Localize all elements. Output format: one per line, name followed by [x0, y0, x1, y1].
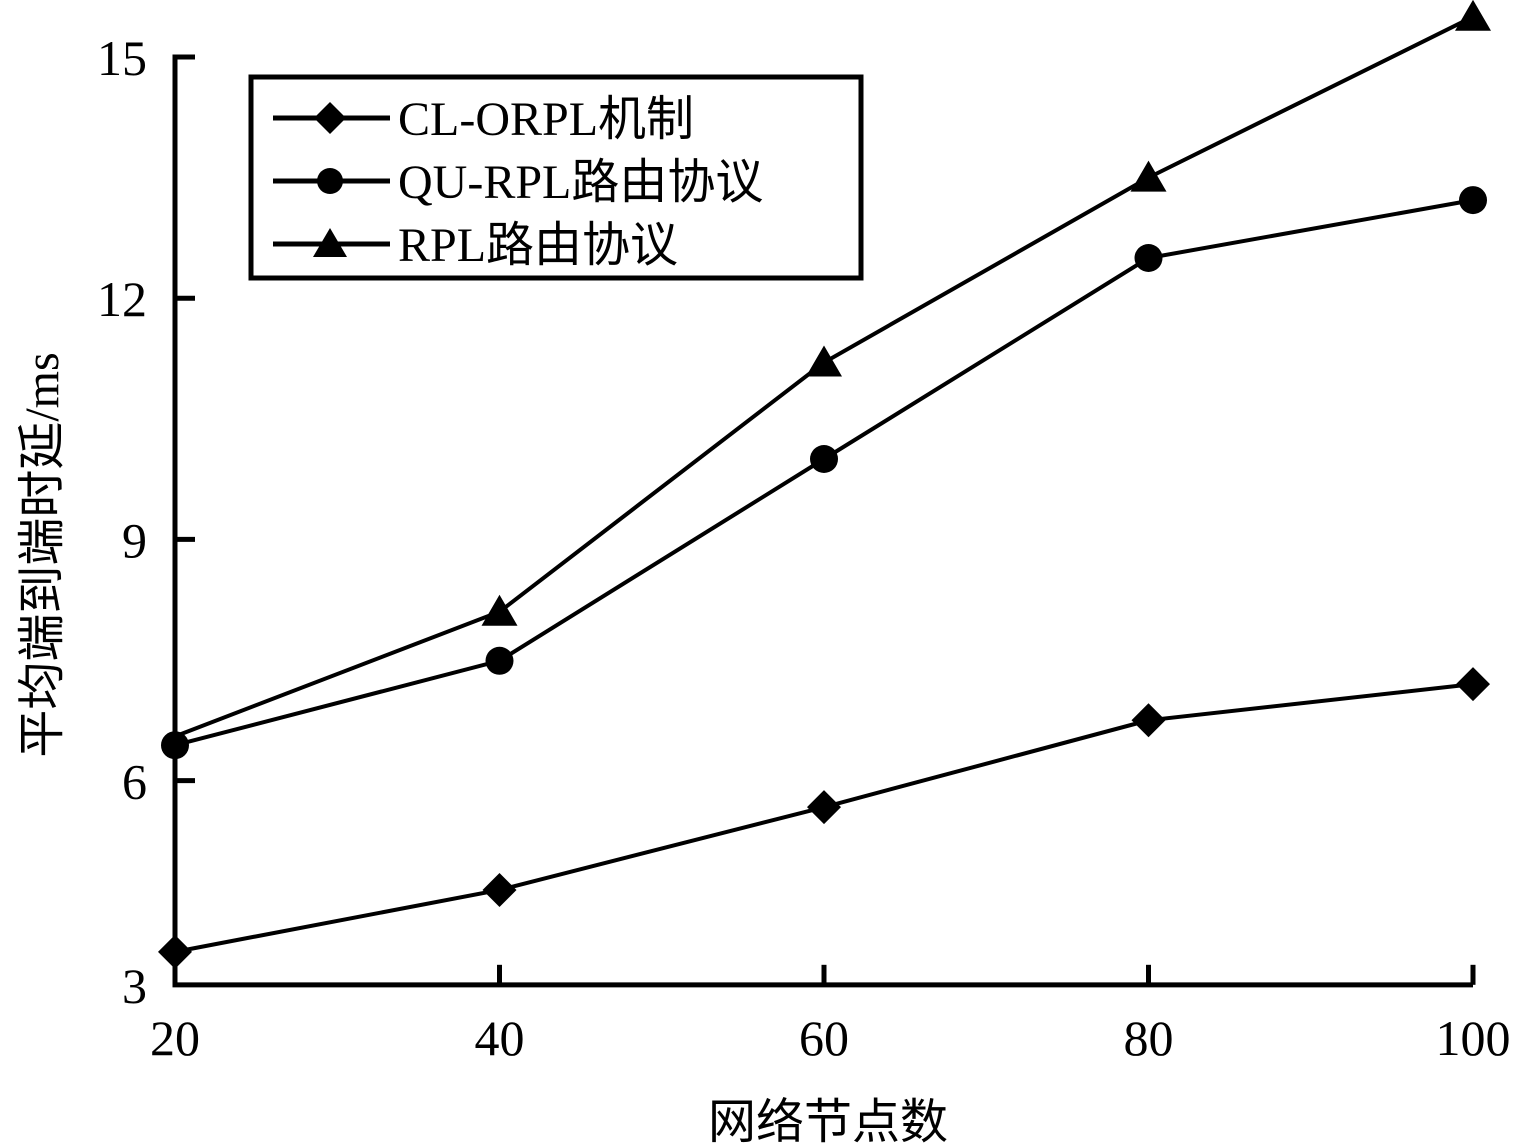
y-tick-label: 6	[122, 754, 147, 810]
diamond-marker	[482, 872, 517, 907]
diamond-marker	[158, 934, 192, 969]
circle-marker	[317, 168, 343, 194]
x-tick-label: 80	[1124, 1010, 1174, 1066]
x-tick-label: 100	[1436, 1010, 1511, 1066]
y-axis-label: 平均端到端时延/ms	[16, 352, 69, 757]
x-tick-label: 60	[799, 1010, 849, 1066]
legend-item: RPL路由协议	[273, 219, 678, 272]
y-tick-label: 9	[122, 512, 147, 568]
circle-marker	[1134, 244, 1163, 272]
triangle-marker	[481, 594, 518, 626]
y-tick-label: 15	[97, 30, 147, 86]
circle-marker	[485, 646, 514, 675]
circle-marker	[810, 445, 838, 473]
series-triangle	[174, 0, 1491, 739]
axes: 3 6 9 12 15 20 40 60 80 100	[97, 30, 1511, 1066]
y-tick-label: 12	[97, 271, 147, 327]
legend-label: CL-ORPL机制	[398, 93, 694, 146]
circle-marker	[161, 731, 189, 760]
legend-label: RPL路由协议	[398, 219, 678, 272]
series-group	[158, 0, 1491, 969]
x-tick-label: 40	[475, 1010, 525, 1066]
triangle-marker	[313, 228, 347, 257]
triangle-marker	[1130, 160, 1167, 192]
series-diamond	[158, 667, 1490, 969]
circle-marker	[1459, 186, 1487, 215]
legend-item: QU-RPL路由协议	[273, 156, 763, 209]
legend: CL-ORPL机制 QU-RPL路由协议 RPL路由协议	[248, 74, 864, 281]
diamond-marker	[1131, 703, 1166, 738]
x-tick-label: 20	[150, 1010, 200, 1066]
legend-item: CL-ORPL机制	[273, 93, 694, 146]
x-axis-label: 网络节点数	[708, 1096, 948, 1146]
triangle-marker	[806, 345, 842, 377]
series-circle	[161, 186, 1487, 760]
triangle-marker	[1455, 0, 1491, 31]
diamond-marker	[1456, 667, 1490, 702]
diamond-marker	[314, 102, 346, 134]
diamond-marker	[807, 790, 841, 825]
y-tick-label: 3	[122, 958, 147, 1014]
legend-label: QU-RPL路由协议	[398, 156, 763, 209]
